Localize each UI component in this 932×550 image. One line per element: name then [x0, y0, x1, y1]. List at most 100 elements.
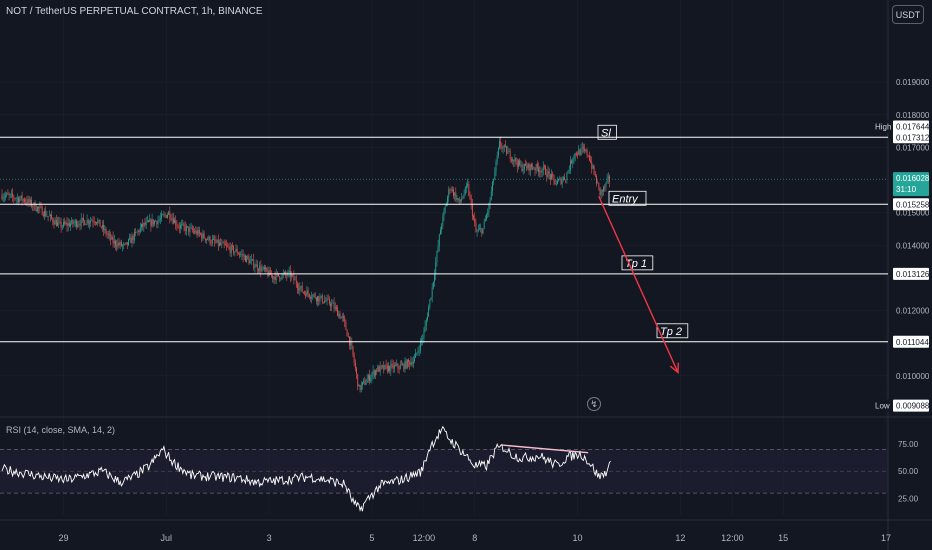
- candle-body: [553, 175, 555, 180]
- candle-body: [65, 222, 67, 224]
- candle-body: [254, 266, 256, 268]
- candle-body: [275, 272, 277, 281]
- candle-body: [165, 215, 167, 218]
- candle-body: [295, 279, 297, 285]
- candle-body: [402, 364, 404, 365]
- candle-body: [331, 302, 333, 307]
- candle-body: [272, 275, 274, 279]
- candle-body: [369, 375, 370, 381]
- candle-body: [559, 178, 561, 180]
- candle-body: [526, 165, 528, 169]
- candle-body: [123, 243, 125, 246]
- candle-body: [457, 198, 459, 201]
- candle-body: [86, 219, 88, 225]
- candle-body: [301, 285, 303, 293]
- candle-body: [122, 245, 123, 247]
- candle-body: [74, 220, 76, 223]
- candle-body: [469, 195, 471, 198]
- candle-body: [554, 179, 556, 185]
- candle-body: [152, 219, 154, 225]
- candle-body: [181, 224, 183, 226]
- price-tick-label: 0.014000: [896, 241, 930, 250]
- candle-body: [54, 220, 56, 225]
- candle-body: [493, 179, 495, 182]
- candle-body: [410, 362, 412, 365]
- candle-body: [347, 336, 349, 337]
- price-tag-box: [893, 131, 929, 144]
- candle-body: [34, 202, 36, 210]
- candle-body: [158, 219, 160, 221]
- candle-body: [605, 182, 607, 188]
- candle-body: [83, 217, 84, 221]
- candle-body: [473, 216, 474, 219]
- candle-body: [417, 350, 419, 353]
- rsi-tick-label: 50.00: [898, 467, 919, 476]
- candle-body: [425, 320, 427, 326]
- candle-body: [202, 233, 204, 239]
- candle-body: [549, 174, 551, 180]
- candle-body: [18, 197, 19, 203]
- candle-body: [182, 223, 184, 225]
- candle-body: [470, 197, 472, 204]
- candle-body: [188, 226, 190, 233]
- candle-body: [119, 241, 121, 245]
- candle-body: [162, 214, 164, 216]
- candle-body: [73, 222, 75, 224]
- candle-body: [143, 222, 145, 227]
- candle-body: [408, 359, 409, 362]
- flash-icon[interactable]: ↯: [587, 397, 601, 411]
- candle-body: [175, 219, 177, 226]
- candle-body: [187, 226, 188, 227]
- candle-body: [291, 274, 292, 277]
- candle-body: [356, 368, 357, 374]
- candle-body: [11, 193, 12, 195]
- time-tick-label: 17: [881, 533, 891, 543]
- candle-body: [245, 255, 246, 262]
- candle-body: [271, 274, 272, 276]
- candle-body: [593, 165, 595, 174]
- candle-body: [358, 384, 360, 387]
- candle-body: [540, 170, 542, 173]
- candle-body: [268, 270, 270, 276]
- candle-body: [126, 242, 128, 245]
- rsi-indicator-title[interactable]: RSI (14, close, SMA, 14, 2): [6, 425, 116, 435]
- price-tick-label: 0.010000: [896, 372, 930, 381]
- candle-body: [592, 165, 594, 169]
- horizontal-lines[interactable]: Sl Entry Tp 1 Tp 2: [0, 124, 888, 343]
- candle-body: [64, 221, 66, 224]
- candle-body: [258, 269, 259, 271]
- candle-body: [437, 245, 439, 252]
- candle-body: [599, 187, 601, 195]
- candle-body: [154, 220, 155, 225]
- candle-body: [28, 198, 30, 203]
- candle-body: [279, 276, 281, 280]
- candle-body: [372, 370, 374, 375]
- candle-body: [463, 194, 465, 197]
- candle-body: [398, 367, 400, 369]
- candle-body: [438, 234, 440, 246]
- candle-body: [276, 272, 278, 274]
- candle-body: [37, 206, 38, 211]
- candle-body: [323, 302, 324, 304]
- candle-body: [214, 239, 216, 242]
- candle-body: [110, 234, 112, 240]
- candle-body: [471, 203, 473, 217]
- candle-body: [604, 187, 606, 188]
- candle-body: [349, 336, 350, 346]
- candle-body: [534, 168, 536, 171]
- hline-label-box: [621, 255, 654, 271]
- candle-body: [196, 230, 198, 235]
- candle-body: [281, 274, 283, 279]
- candle-body: [144, 222, 146, 225]
- hline-label-box: [597, 124, 617, 140]
- candle-body: [512, 159, 513, 161]
- candle-body: [509, 151, 511, 160]
- candle-body: [510, 159, 512, 161]
- candle-body: [204, 238, 206, 241]
- price-tag-text: 0.016028: [896, 174, 930, 183]
- candle-body: [13, 196, 15, 199]
- currency-button[interactable]: USDT: [892, 5, 924, 24]
- candle-body: [239, 254, 240, 255]
- candle-body: [156, 221, 158, 225]
